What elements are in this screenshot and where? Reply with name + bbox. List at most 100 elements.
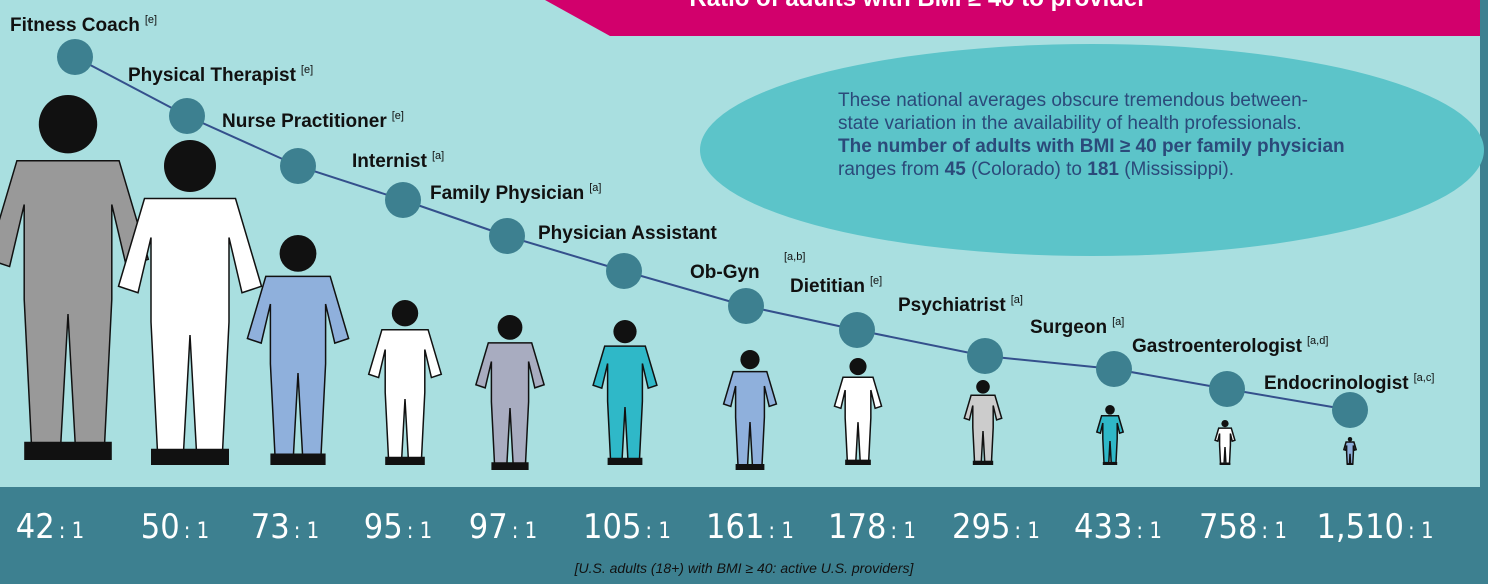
ratio-per: : 1: [59, 519, 85, 544]
provider-note: [e]: [301, 64, 313, 76]
callout-line: The number of adults with BMI ≥ 40 per f…: [838, 136, 1345, 157]
ratio-per: : 1: [512, 519, 538, 544]
head: [39, 95, 97, 153]
provider-note: [a,c]: [1414, 372, 1435, 384]
dot: [57, 39, 93, 75]
provider-note: [a,d]: [1307, 335, 1328, 347]
callout-text: state variation in the availability of h…: [838, 113, 1302, 134]
footnote: [U.S. adults (18+) with BMI ≥ 40: active…: [574, 560, 915, 576]
provider-name: Physician Assistant: [538, 223, 717, 244]
ratio-value: 433: [1074, 507, 1132, 547]
dot: [1332, 392, 1368, 428]
provider-name: Surgeon: [1030, 317, 1107, 338]
provider-name: Ob-Gyn: [690, 262, 760, 283]
ratio-per: : 1: [407, 519, 433, 544]
ratio-value: 758: [1199, 507, 1257, 547]
provider-label: Family Physician [a]: [430, 182, 601, 204]
head: [392, 300, 418, 326]
provider-note: [a,b]: [784, 251, 805, 263]
callout-text: These national averages obscure tremendo…: [838, 90, 1308, 111]
shoes: [385, 457, 425, 465]
shoes: [845, 460, 871, 465]
dot: [839, 312, 875, 348]
head: [849, 358, 866, 375]
dot: [1096, 351, 1132, 387]
ratio-per: : 1: [1136, 519, 1162, 544]
shoes: [24, 442, 112, 460]
shoes: [1220, 463, 1231, 465]
dot: [385, 182, 421, 218]
provider-name: Physical Therapist: [128, 65, 297, 86]
dot: [1209, 371, 1245, 407]
ratio-per: : 1: [1014, 519, 1040, 544]
provider-label: Physician Assistant: [538, 223, 717, 244]
head: [1221, 420, 1228, 427]
ratio-per: : 1: [184, 519, 210, 544]
provider-note: [a]: [1011, 294, 1023, 306]
callout-text: 181: [1087, 159, 1119, 180]
provider-label: Nurse Practitioner [e]: [222, 110, 404, 132]
provider-name: Nurse Practitioner: [222, 111, 387, 132]
provider-note: [a]: [589, 182, 601, 194]
shoes: [1103, 462, 1117, 465]
ratio-per: : 1: [1261, 519, 1287, 544]
callout-text: (Colorado) to: [966, 159, 1087, 180]
callout-text: ranges from: [838, 159, 945, 180]
shoes: [973, 461, 993, 465]
head: [498, 315, 523, 340]
provider-name: Internist: [352, 151, 428, 172]
callout-text: 45: [945, 159, 967, 180]
provider-note: [a]: [432, 150, 444, 162]
ratio-value: 73: [251, 507, 290, 547]
ratio-value: 161: [706, 507, 764, 547]
callout-line: state variation in the availability of h…: [838, 113, 1302, 134]
ratio-per: : 1: [645, 519, 671, 544]
title: Ratio of adults with BMI ≥ 40 to provide…: [689, 0, 1146, 12]
dot: [169, 98, 205, 134]
provider-note: [e]: [145, 14, 157, 26]
provider-label: Fitness Coach [e]: [10, 14, 157, 36]
shoes: [491, 462, 528, 470]
shoes: [608, 458, 643, 465]
head: [164, 140, 216, 192]
callout-line: These national averages obscure tremendo…: [838, 90, 1308, 111]
provider-name: Psychiatrist: [898, 295, 1006, 316]
provider-label: Psychiatrist [a]: [898, 294, 1023, 316]
dot: [728, 288, 764, 324]
dot: [606, 253, 642, 289]
provider-note: [e]: [870, 275, 882, 287]
infographic: Ratio of adults with BMI ≥ 40 to provide…: [0, 0, 1488, 584]
edge-strip: [1480, 0, 1488, 487]
shoes: [736, 464, 765, 470]
provider-name: Family Physician: [430, 183, 584, 204]
ratio-per: : 1: [890, 519, 916, 544]
head: [976, 380, 990, 394]
head: [280, 235, 317, 272]
provider-name: Dietitian: [790, 276, 865, 297]
head: [1105, 405, 1115, 415]
provider-name: Endocrinologist: [1264, 373, 1409, 394]
head: [613, 320, 636, 343]
ratio-value: 295: [952, 507, 1010, 547]
shoes: [151, 449, 229, 465]
provider-label: Gastroenterologist [a,d]: [1132, 335, 1328, 357]
dot: [280, 148, 316, 184]
shoes: [1347, 464, 1354, 465]
provider-note: [a]: [1112, 316, 1124, 328]
provider-note: [e]: [392, 110, 404, 122]
ratio-value: 42: [16, 507, 55, 547]
provider-label: Physical Therapist [e]: [128, 64, 313, 86]
ratio-value: 95: [364, 507, 403, 547]
ratio-value: 105: [583, 507, 641, 547]
ratio-value: 97: [469, 507, 508, 547]
callout-text: The number of adults with BMI ≥ 40 per f…: [838, 136, 1345, 157]
ratio-value: 178: [828, 507, 886, 547]
provider-name: Fitness Coach: [10, 15, 140, 36]
dot: [967, 338, 1003, 374]
provider-name: Gastroenterologist: [1132, 336, 1303, 357]
head: [1348, 437, 1352, 441]
ratio-value: 1,510: [1316, 507, 1404, 547]
ratio-per: : 1: [768, 519, 794, 544]
callout-line: ranges from 45 (Colorado) to 181 (Missis…: [838, 159, 1234, 180]
callout-text: (Mississippi).: [1119, 159, 1234, 180]
